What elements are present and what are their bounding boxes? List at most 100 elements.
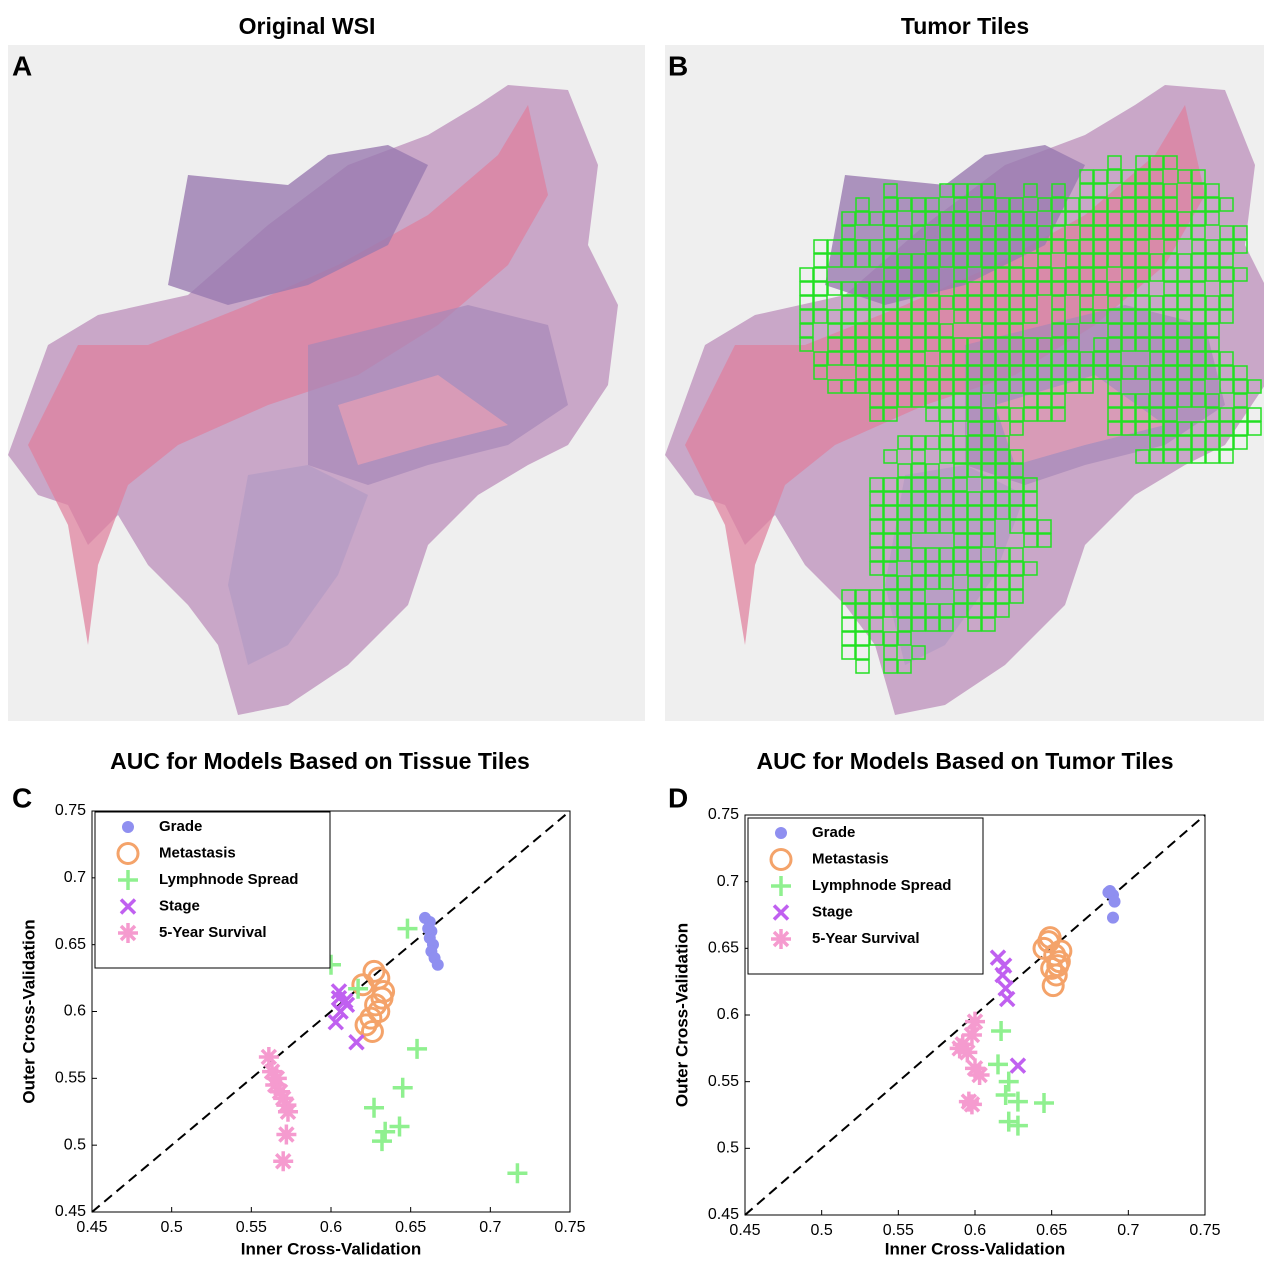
tumor-tile xyxy=(939,421,954,436)
tumor-tile xyxy=(897,309,912,324)
point xyxy=(988,1054,1008,1075)
tumor-tile xyxy=(1177,365,1192,380)
tumor-tile xyxy=(967,295,982,310)
tumor-tile xyxy=(939,435,954,450)
tumor-tile xyxy=(869,491,884,506)
point xyxy=(995,957,1013,974)
tumor-tile xyxy=(827,253,842,268)
tumor-tile xyxy=(967,575,982,590)
tumor-tile xyxy=(939,575,954,590)
tumor-tile xyxy=(841,603,856,618)
tumor-tile xyxy=(1023,351,1038,366)
tumor-tile xyxy=(883,645,898,660)
tumor-tile xyxy=(883,197,898,212)
point xyxy=(407,1038,428,1059)
tumor-tile xyxy=(897,225,912,240)
tumor-tile xyxy=(953,281,968,296)
tumor-tile xyxy=(1037,281,1052,296)
tumor-tile xyxy=(925,267,940,282)
tumor-tile xyxy=(1107,225,1122,240)
tumor-tile xyxy=(967,603,982,618)
tumor-tile xyxy=(939,225,954,240)
tumor-tile xyxy=(1037,253,1052,268)
tumor-tile xyxy=(911,379,926,394)
tumor-tile xyxy=(1149,393,1164,408)
tumor-tile xyxy=(1065,281,1080,296)
tumor-tile xyxy=(939,617,954,632)
tumor-tile xyxy=(1177,393,1192,408)
tumor-tile xyxy=(883,533,898,548)
tumor-tile xyxy=(1191,449,1206,464)
tumor-tile xyxy=(939,239,954,254)
tumor-tile xyxy=(1191,197,1206,212)
tumor-tile xyxy=(1121,253,1136,268)
x-tick-label: 0.5 xyxy=(811,1222,833,1239)
tumor-tile xyxy=(911,435,926,450)
legend-marker xyxy=(119,898,137,915)
tumor-tile xyxy=(1135,323,1150,338)
tumor-tile xyxy=(1205,435,1220,450)
tumor-tile xyxy=(981,435,996,450)
tumor-tile xyxy=(1135,267,1150,282)
tumor-tile xyxy=(1163,281,1178,296)
tumor-tile xyxy=(925,253,940,268)
tumor-tile xyxy=(967,547,982,562)
tumor-tile xyxy=(799,323,814,338)
tumor-tile xyxy=(1149,183,1164,198)
tumor-tile xyxy=(1149,323,1164,338)
tumor-tile xyxy=(883,477,898,492)
tumor-tile xyxy=(995,267,1010,282)
tumor-tile xyxy=(1163,435,1178,450)
tumor-tile xyxy=(995,491,1010,506)
point xyxy=(998,990,1016,1008)
tumor-tile xyxy=(827,309,842,324)
tumor-tile xyxy=(1079,169,1094,184)
image-title: Tumor Tiles xyxy=(901,13,1029,39)
tumor-tile xyxy=(1135,155,1150,170)
legend-marker xyxy=(772,904,790,921)
y-tick-label: 0.5 xyxy=(64,1136,86,1153)
tumor-tile xyxy=(841,253,856,268)
tumor-tile xyxy=(1051,323,1066,338)
tumor-tile xyxy=(855,337,870,352)
tumor-tile xyxy=(897,477,912,492)
tumor-tile xyxy=(855,659,870,674)
tumor-tile xyxy=(897,533,912,548)
tumor-tile xyxy=(869,351,884,366)
series xyxy=(321,918,528,1184)
tumor-tile xyxy=(1065,211,1080,226)
tumor-tile xyxy=(1163,239,1178,254)
tumor-tile xyxy=(897,267,912,282)
tumor-tile xyxy=(883,365,898,380)
x-tick-label: 0.75 xyxy=(1189,1222,1220,1239)
tumor-tile xyxy=(1107,281,1122,296)
tumor-tile xyxy=(1149,225,1164,240)
tumor-tile xyxy=(1023,519,1038,534)
tumor-tile xyxy=(1009,449,1024,464)
y-tick-label: 0.45 xyxy=(708,1206,739,1223)
point xyxy=(1107,911,1119,924)
tumor-tile xyxy=(855,603,870,618)
tumor-tile xyxy=(1093,225,1108,240)
tumor-tile xyxy=(953,463,968,478)
tumor-tile xyxy=(1205,267,1220,282)
tumor-tile xyxy=(925,561,940,576)
tumor-tile xyxy=(1023,239,1038,254)
tumor-tile xyxy=(883,267,898,282)
tumor-tile xyxy=(1009,323,1024,338)
tumor-tile xyxy=(1009,253,1024,268)
tumor-tile xyxy=(1191,351,1206,366)
tumor-tile xyxy=(869,561,884,576)
tumor-tile xyxy=(1177,253,1192,268)
tumor-tile xyxy=(1009,211,1024,226)
tumor-tile xyxy=(1051,351,1066,366)
tumor-tile xyxy=(911,589,926,604)
tumor-tile xyxy=(1121,365,1136,380)
tumor-tile xyxy=(799,337,814,352)
point xyxy=(375,1121,396,1142)
point xyxy=(422,922,435,935)
tumor-tile xyxy=(897,575,912,590)
x-tick-label: 0.65 xyxy=(1036,1222,1067,1239)
tumor-tile xyxy=(1219,449,1234,464)
tumor-tile xyxy=(939,183,954,198)
